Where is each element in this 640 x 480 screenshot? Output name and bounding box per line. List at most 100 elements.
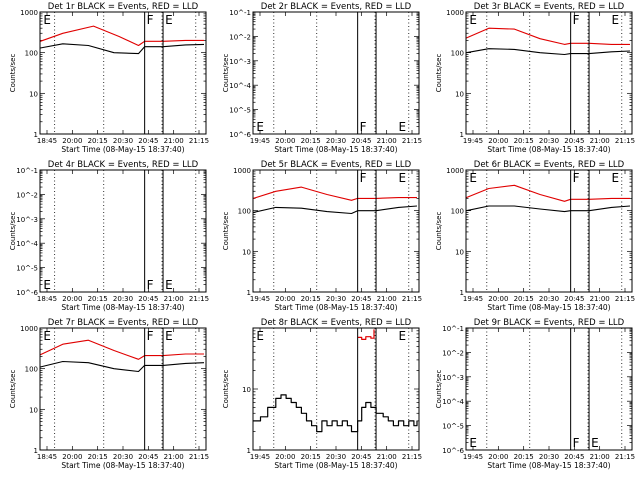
segment-marker-label: E <box>612 13 620 27</box>
panel-title: Det 7r BLACK = Events, RED = LLD <box>48 318 199 328</box>
x-axis-label: Start Time (08-May-15 18:37:40) <box>274 145 397 154</box>
segment-marker-label: F <box>360 120 367 134</box>
panel-det-8: Det 8r BLACK = Events, RED = LLD 1 10 19:45… <box>222 318 422 470</box>
y-tick-label: 1 <box>460 131 464 139</box>
y-tick-label: 10^-5 <box>16 265 38 273</box>
x-tick-label: 20:30 <box>539 453 559 461</box>
x-axis-label: Start Time (08-May-15 18:37:40) <box>61 303 184 312</box>
x-tick-label: 20:45 <box>564 295 584 303</box>
panel-title: Det 4r BLACK = Events, RED = LLD <box>48 160 199 170</box>
segment-marker-label: E <box>399 171 407 185</box>
segment-marker-label: E <box>591 436 599 450</box>
plot-frame <box>39 169 207 293</box>
x-tick-label: 20:00 <box>275 453 295 461</box>
x-tick-label: 19:45 <box>463 137 483 145</box>
panel-title: Det 1r BLACK = Events, RED = LLD <box>48 2 199 12</box>
x-tick-label: 18:45 <box>37 137 57 145</box>
y-tick-label: 1000 <box>446 167 464 175</box>
panel-title: Det 8r BLACK = Events, RED = LLD <box>261 318 412 328</box>
x-tick-label: 21:00 <box>164 453 184 461</box>
x-axis-label: Start Time (08-May-15 18:37:40) <box>61 461 184 470</box>
x-tick-label: 21:00 <box>590 137 610 145</box>
segment-marker-label: F <box>573 436 580 450</box>
panel-title: Det 9r BLACK = Events, RED = LLD <box>474 318 625 328</box>
y-tick-label: 10^-3 <box>442 374 464 382</box>
segment-marker-label: E <box>256 120 264 134</box>
x-tick-label: 20:30 <box>326 453 346 461</box>
x-tick-label: 20:30 <box>539 137 559 145</box>
x-tick-label: 20:00 <box>62 453 82 461</box>
x-tick-label: 20:45 <box>351 453 371 461</box>
y-tick-label: 10 <box>29 90 38 98</box>
segment-marker-label: E <box>43 13 51 27</box>
panel-title: Det 3r BLACK = Events, RED = LLD <box>474 2 625 12</box>
y-tick-label: 10 <box>242 386 251 394</box>
x-tick-label: 19:45 <box>250 453 270 461</box>
x-tick-label: 20:30 <box>539 295 559 303</box>
x-tick-label: 21:00 <box>377 295 397 303</box>
y-axis-label: Counts/sec <box>9 212 17 251</box>
segment-marker-label: E <box>469 171 477 185</box>
y-axis-label: Counts/sec <box>435 54 443 93</box>
x-tick-label: 21:15 <box>402 453 422 461</box>
panel-det-2: Det 2r BLACK = Events, RED = LLD 10^-6 10^… <box>222 2 422 154</box>
x-tick-label: 20:00 <box>275 295 295 303</box>
x-tick-label: 20:45 <box>564 453 584 461</box>
y-tick-label: 10^-2 <box>442 349 464 357</box>
x-tick-label: 19:45 <box>250 295 270 303</box>
x-tick-label: 18:45 <box>37 295 57 303</box>
segment-marker-label: E <box>43 278 51 292</box>
x-tick-label: 20:00 <box>488 137 508 145</box>
x-tick-label: 21:15 <box>402 137 422 145</box>
x-axis-label: Start Time (08-May-15 18:37:40) <box>487 145 610 154</box>
segment-marker-label: E <box>612 171 620 185</box>
segment-marker-label: E <box>165 329 173 343</box>
x-tick-label: 19:45 <box>463 453 483 461</box>
y-tick-label: 100 <box>238 208 251 216</box>
x-tick-label: 20:30 <box>326 137 346 145</box>
y-tick-label: 10^-5 <box>442 423 464 431</box>
y-tick-label: 10^-6 <box>16 289 38 297</box>
x-tick-label: 21:00 <box>164 295 184 303</box>
x-tick-label: 20:15 <box>88 295 108 303</box>
series-line-lld <box>40 339 204 360</box>
x-tick-label: 18:45 <box>37 453 57 461</box>
plot-frame <box>252 327 420 451</box>
x-tick-label: 20:15 <box>514 295 534 303</box>
y-tick-label: 10^-1 <box>442 325 464 333</box>
segment-marker-label: E <box>469 436 477 450</box>
segment-marker-label: E <box>469 13 477 27</box>
segment-marker-label: E <box>399 329 407 343</box>
y-axis-label: Counts/sec <box>435 370 443 409</box>
series-line-lld <box>466 27 630 45</box>
plot-frame <box>252 169 420 293</box>
series-line-events <box>40 360 205 373</box>
y-axis-label: Counts/sec <box>222 370 230 409</box>
series-line-lld <box>466 184 630 202</box>
y-tick-label: 10^-6 <box>442 447 464 455</box>
y-tick-label: 1 <box>460 289 464 297</box>
panel-det-7: Det 7r BLACK = Events, RED = LLD 1 10 100 10… <box>9 318 209 470</box>
y-axis-label: Counts/sec <box>9 370 17 409</box>
segment-marker-label: F <box>147 329 154 343</box>
plot-frame <box>252 11 420 135</box>
y-tick-label: 10^-3 <box>16 216 38 224</box>
segment-marker-label: F <box>573 171 580 185</box>
panel-det-3: Det 3r BLACK = Events, RED = LLD 1 10 100 10… <box>435 2 635 154</box>
plot-frame <box>39 11 207 135</box>
series-line-events <box>253 394 418 433</box>
y-tick-label: 1 <box>247 447 251 455</box>
series-line-events <box>466 205 631 213</box>
x-tick-label: 21:15 <box>615 137 635 145</box>
y-axis-label: Counts/sec <box>222 212 230 251</box>
x-tick-label: 20:00 <box>275 137 295 145</box>
x-tick-label: 20:45 <box>351 137 371 145</box>
segment-marker-label: E <box>165 278 173 292</box>
y-tick-label: 10 <box>455 90 464 98</box>
y-tick-label: 10 <box>455 248 464 256</box>
x-tick-label: 19:45 <box>250 137 270 145</box>
y-tick-label: 1 <box>34 447 38 455</box>
y-tick-label: 10^-1 <box>229 9 251 17</box>
